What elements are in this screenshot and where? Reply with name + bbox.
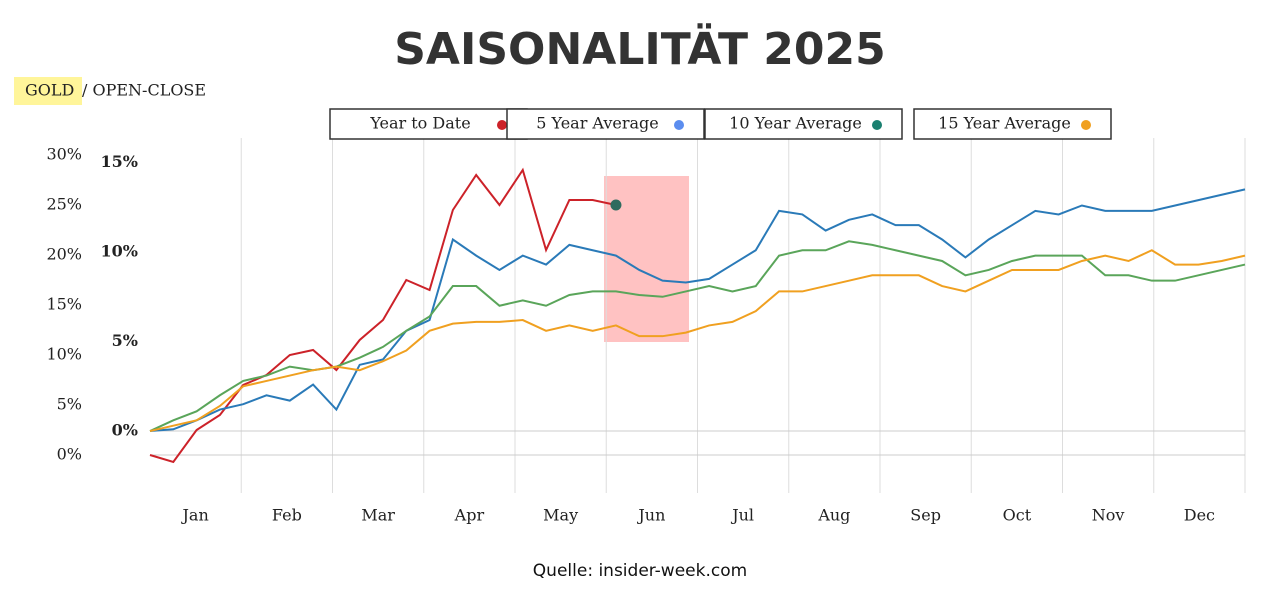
legend-item: 15 Year Average <box>913 108 1112 140</box>
y-tick-label: 30% <box>46 145 82 164</box>
legend-box <box>506 108 705 140</box>
y2-tick-label: 10% <box>101 242 138 261</box>
legend-dot <box>674 120 684 130</box>
legend-box <box>913 108 1112 140</box>
legend-item: 5 Year Average <box>506 108 705 140</box>
x-tick-label: Feb <box>272 506 302 525</box>
x-tick-label: May <box>543 506 578 525</box>
x-tick-label: Mar <box>361 506 395 525</box>
chart-title: SAISONALITÄT 2025 <box>394 22 886 75</box>
legend-dot <box>872 120 882 130</box>
series-line <box>149 188 1246 433</box>
y-tick-label: 5% <box>57 395 82 414</box>
y-tick-label: 10% <box>46 345 82 364</box>
legend-item: 10 Year Average <box>704 108 903 140</box>
y2-tick-label: 15% <box>101 152 138 171</box>
legend-label: 10 Year Average <box>729 114 862 133</box>
y2-tick-label: 0% <box>112 421 138 440</box>
x-tick-label: Aug <box>817 506 850 525</box>
x-tick-label: Jun <box>636 506 665 525</box>
asset: GOLD <box>25 81 74 100</box>
y-tick-label: 15% <box>46 295 82 314</box>
legend-box <box>329 108 528 140</box>
y-tick-label: 25% <box>46 195 82 214</box>
legend-box <box>704 108 903 140</box>
source: Quelle: insider-week.com <box>533 561 747 581</box>
x-tick-label: Nov <box>1092 506 1125 525</box>
legend-label: 5 Year Average <box>536 114 659 133</box>
legend-label: 15 Year Average <box>938 114 1071 133</box>
x-tick-label: Apr <box>454 506 485 525</box>
legend-dot <box>1081 120 1091 130</box>
x-tick-label: Sep <box>910 506 941 525</box>
x-tick-label: Jan <box>180 506 208 525</box>
legend-label: Year to Date <box>369 114 470 133</box>
series-line <box>149 167 617 464</box>
current-marker <box>610 199 622 211</box>
x-tick-label: Dec <box>1184 506 1215 525</box>
x-tick-label: Jul <box>730 506 754 525</box>
subtitle: / OPEN-CLOSE <box>82 81 206 100</box>
legend-dot <box>497 120 507 130</box>
y-tick-label: 0% <box>57 445 82 464</box>
y2-tick-label: 5% <box>112 331 138 350</box>
x-tick-label: Oct <box>1003 506 1032 525</box>
y-tick-label: 20% <box>46 245 82 264</box>
legend-item: Year to Date <box>329 108 528 140</box>
series-line <box>149 249 1246 433</box>
asset-highlight <box>14 77 82 105</box>
